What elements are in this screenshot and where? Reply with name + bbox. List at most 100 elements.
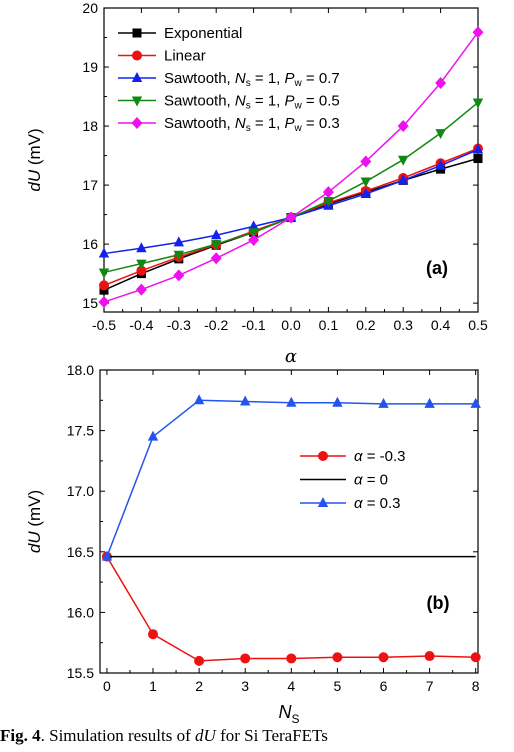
panel-b-data-point-s0-3: [240, 653, 251, 664]
figure: -0.5 -0.4 -0.3 -0.2 -0.1 0.0 0.1 0.2 0.3 0.4 0.515…: [25, 0, 488, 726]
panel-b-data-point-s2-7: [424, 397, 435, 408]
panel-b-legend-label-0: α = -0.3: [354, 448, 406, 465]
panel-a-data-point-s0-10: [473, 154, 483, 164]
panel-a-legend-label-1: Linear: [164, 48, 206, 65]
panel-b-x-tick-label: 6: [380, 678, 388, 694]
panel-b-y-tick-label: 16.5: [67, 544, 94, 560]
panel-a-data-point-s2-3: [211, 229, 222, 240]
panel-a-data-point-s4-7: [360, 155, 372, 168]
panel-b-y-axis-label: dU (mV): [25, 490, 44, 553]
panel-a-data-point-s1-1: [136, 265, 147, 276]
panel-b-data-point-s2-2: [193, 394, 205, 405]
panel-a-x-tick-label: 0.4: [431, 317, 451, 333]
panel-b-data-point-s2-4: [286, 396, 297, 407]
panel-a-data-point-s2-1: [136, 242, 147, 253]
panel-a-data-point-s2-4: [248, 220, 259, 231]
panel-b-legend-marker-0: [318, 451, 328, 461]
panel-a-x-axis-label: α: [285, 346, 297, 367]
panel-a-data-point-s4-3: [210, 252, 222, 265]
panel-b-data-point-s2-1: [147, 430, 159, 441]
panel-a-legend-label-0: Exponential: [164, 25, 242, 42]
panel-a-data-point-s4-1: [135, 283, 147, 296]
panel-b-series-line-2: [106, 399, 476, 557]
panel-a-y-tick-label: 16: [82, 236, 98, 252]
panel-b-data-point-s0-4: [286, 653, 297, 664]
panel-a-series-line-2: [103, 148, 479, 255]
panel-a-data-point-s3-9: [435, 129, 446, 140]
panel-b-data-point-s2-6: [378, 397, 389, 408]
panel-b-data-point-s2-8: [470, 397, 481, 408]
panel-a-x-tick-label: 0.5: [468, 317, 488, 333]
caption-variable: dU: [195, 726, 216, 745]
panel-b-x-tick-label: 2: [195, 678, 203, 694]
panel-a-data-point-s1-0: [99, 280, 109, 291]
caption-text-before: . Simulation results of: [40, 726, 196, 745]
panel-b-panel-label: (b): [427, 593, 450, 613]
panel-a-data-point-s3-0: [98, 268, 110, 279]
panel-a-y-tick-label: 20: [82, 0, 98, 16]
panel-b-data-point-s2-5: [332, 396, 343, 407]
panel-a-data-point-s4-2: [173, 269, 185, 282]
panel-a-y-axis-label: dU (mV): [25, 128, 44, 191]
panel-b-data-point-s0-5: [332, 652, 343, 663]
panel-a-legend-marker-1: [132, 50, 142, 61]
panel-b-data-point-s0-8: [470, 652, 481, 663]
panel-a-data-point-s4-6: [322, 186, 334, 199]
panel-b-data-point-s0-7: [424, 651, 435, 662]
panel-b-legend: α = -0.3 α = 0 α = 0.3: [300, 448, 406, 512]
panel-a-data-point-s4-5: [285, 211, 297, 224]
panel-a-x-tick-label: 0.2: [356, 317, 376, 333]
panel-a-data-point-s2-7: [360, 187, 371, 198]
panel-a-data-point-s3-2: [173, 250, 184, 261]
panel-b-data-point-s0-6: [378, 652, 389, 663]
panel-a-data-point-s2-0: [98, 247, 110, 258]
panel-a-x-tick-label: 0.0: [281, 317, 301, 333]
panel-a-legend-marker-4: [131, 117, 143, 129]
panel-a-data-point-s3-6: [323, 197, 334, 208]
panel-a-y-tick-label: 18: [82, 118, 98, 134]
panel-a-data-point-s3-4: [248, 228, 259, 239]
panel-b-y-tick-label: 18.0: [67, 362, 94, 378]
panel-b-x-tick-label: 5: [334, 678, 342, 694]
panel-a-legend-marker-2: [131, 72, 143, 82]
panel-a-data-point-s3-1: [136, 259, 147, 270]
panel-a-data-point-s4-0: [98, 295, 110, 308]
panel-a-data-point-s4-10: [472, 26, 484, 39]
panel-a-legend-marker-3: [131, 96, 143, 107]
panel-b-y-tick-label: 15.5: [67, 665, 94, 681]
panel-a-data-point-s2-8: [398, 174, 409, 185]
panel-b-x-tick-label: 3: [241, 678, 249, 694]
panel-b-data-point-s2-3: [240, 395, 251, 406]
panel-b-legend-marker-2: [317, 497, 329, 507]
panel-a-data-point-s2-10: [472, 143, 484, 154]
caption-label: Fig. 4: [0, 726, 41, 745]
panel-a-data-point-s2-2: [173, 236, 184, 247]
panel-a-x-tick-label: -0.3: [167, 317, 191, 333]
panel-a-data-point-s2-9: [435, 159, 446, 170]
panel-a-x-tick-label: -0.4: [129, 317, 153, 333]
panel-a-series-line-0: [103, 157, 479, 291]
panel-b-x-tick-label: 0: [103, 678, 111, 694]
panel-b-plot-frame: [99, 369, 479, 674]
panel-a-data-point-s4-9: [435, 76, 447, 89]
panel-b-x-tick-label: 1: [149, 678, 157, 694]
panel-a-y-tick-label: 19: [82, 59, 98, 75]
panel-a-panel-label: (a): [426, 258, 448, 278]
panel-a-data-point-s3-10: [472, 98, 484, 109]
panel-a-chart: -0.5 -0.4 -0.3 -0.2 -0.1 0.0 0.1 0.2 0.3 0.4 0.5 15…: [25, 0, 488, 367]
panel-a-y-tick-label: 15: [82, 295, 98, 311]
panel-b-legend-label-2: α = 0.3: [354, 495, 401, 512]
figure-caption: Fig. 4. Simulation results of dU for Si …: [0, 726, 514, 752]
panel-a-data-point-s3-8: [398, 155, 409, 166]
panel-a-legend-marker-0: [132, 28, 142, 38]
panel-a-x-tick-label: -0.5: [92, 317, 116, 333]
panel-a-data-point-s4-8: [397, 120, 409, 133]
panel-b-x-tick-label: 4: [287, 678, 295, 694]
panel-a-data-point-s3-7: [360, 177, 371, 188]
panel-b-legend-label-1: α = 0: [354, 472, 388, 489]
panel-a-legend-label-2: Sawtooth, Ns = 1, Pw = 0.7: [164, 70, 340, 89]
panel-a-x-tick-label: 0.1: [319, 317, 339, 333]
panel-b-chart: 0 1 2 3 4 5 6 7 8 15.5 16.0 16.5 17.0 17.5 18.0 dU (mV)…: [25, 362, 481, 726]
panel-a-x-tick-label: 0.3: [393, 317, 413, 333]
panel-a-y-tick-label: 17: [82, 177, 98, 193]
